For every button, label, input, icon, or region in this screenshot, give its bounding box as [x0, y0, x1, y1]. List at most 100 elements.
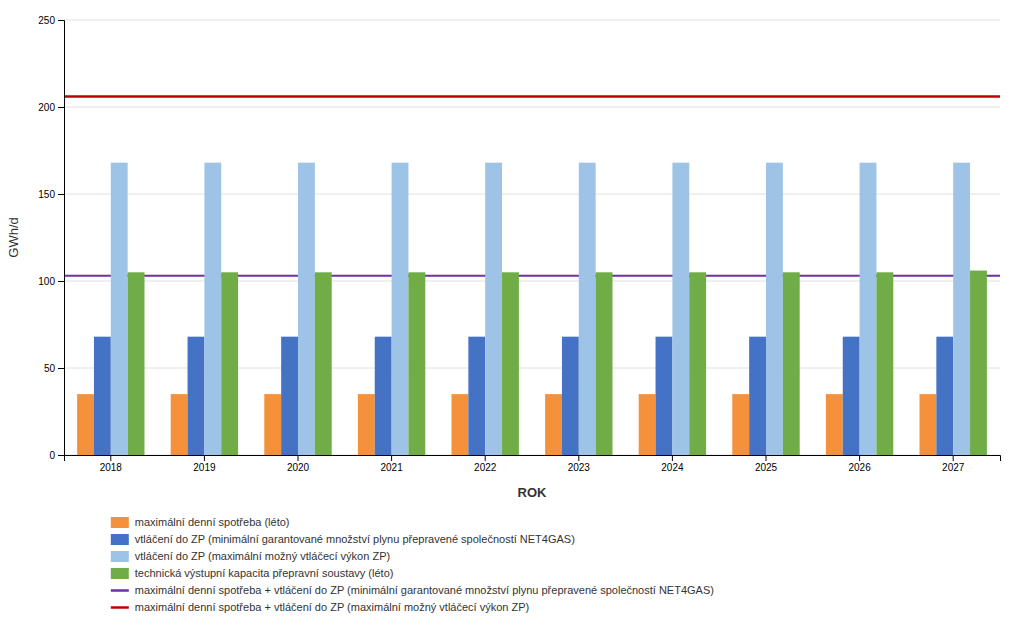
- x-axis-title: ROK: [518, 485, 548, 500]
- bar: [281, 337, 298, 455]
- legend-swatch: [111, 534, 129, 545]
- tick-label: 2020: [287, 462, 310, 473]
- reference-line: [64, 95, 1000, 98]
- tick-mark: [391, 455, 392, 461]
- legend-swatch: [111, 606, 129, 609]
- bar: [596, 272, 613, 455]
- bar: [920, 394, 937, 455]
- y-axis-title: GWh/d: [6, 217, 21, 257]
- bar: [375, 337, 392, 455]
- tick: 2018: [100, 455, 123, 473]
- bar: [204, 163, 221, 455]
- plot: 0501001502002502018201920202021202220232…: [6, 15, 1001, 500]
- legend-item: technická výstupní kapacita přepravní so…: [111, 567, 394, 579]
- bar: [860, 163, 877, 455]
- tick-label: 250: [38, 15, 55, 26]
- bar: [111, 163, 128, 455]
- tick: 2023: [568, 455, 591, 473]
- tick-label: 2019: [193, 462, 216, 473]
- bar: [315, 272, 332, 455]
- legend-label: maximální denní spotřeba + vtláčení do Z…: [135, 584, 714, 596]
- bar: [970, 271, 987, 455]
- bar: [408, 272, 425, 455]
- tick-mark: [298, 455, 299, 461]
- bar-series: [128, 271, 987, 455]
- bar: [826, 394, 843, 455]
- tick-label: 2026: [848, 462, 871, 473]
- bar: [502, 272, 519, 455]
- legend-swatch: [111, 589, 129, 592]
- tick-mark: [672, 455, 673, 461]
- tick-mark: [58, 20, 64, 21]
- chart: 0501001502002502018201920202021202220232…: [0, 0, 1024, 635]
- axis-line: [65, 456, 1001, 462]
- legend-item: maximální denní spotřeba + vtláčení do Z…: [111, 584, 714, 596]
- tick-mark: [58, 281, 64, 282]
- tick-label: 2025: [755, 462, 778, 473]
- tick: 2019: [193, 455, 216, 473]
- bar: [392, 163, 409, 455]
- bar: [128, 272, 145, 455]
- bar: [298, 163, 315, 455]
- tick: 2027: [942, 455, 965, 473]
- tick-label: 150: [38, 189, 55, 200]
- bar: [766, 163, 783, 455]
- bar: [171, 394, 188, 455]
- tick-label: 2027: [942, 462, 965, 473]
- bar: [749, 337, 766, 455]
- tick: 2021: [380, 455, 403, 473]
- tick-mark: [766, 455, 767, 461]
- tick: 2022: [474, 455, 497, 473]
- bar: [639, 394, 656, 455]
- tick-mark: [58, 368, 64, 369]
- axis-line: [58, 21, 65, 456]
- tick-label: 2024: [661, 462, 684, 473]
- tick-mark: [58, 455, 64, 456]
- chart-container: 0501001502002502018201920202021202220232…: [0, 0, 1024, 635]
- bar: [468, 337, 485, 455]
- tick-mark: [578, 455, 579, 461]
- legend-item: maximální denní spotřeba (léto): [111, 516, 290, 528]
- tick: 200: [38, 102, 64, 113]
- tick-mark: [485, 455, 486, 461]
- grid: [64, 20, 1000, 455]
- bar: [188, 337, 205, 455]
- bar: [672, 163, 689, 455]
- bar: [953, 163, 970, 455]
- tick: 2024: [661, 455, 684, 473]
- legend-swatch: [111, 517, 129, 528]
- bar: [876, 272, 893, 455]
- marks: [64, 97, 1000, 455]
- tick-mark: [58, 194, 64, 195]
- tick-mark: [859, 455, 860, 461]
- tick-mark: [953, 455, 954, 461]
- tick: 2026: [848, 455, 871, 473]
- bar: [485, 163, 502, 455]
- bar: [358, 394, 375, 455]
- tick: 2025: [755, 455, 778, 473]
- tick-label: 100: [38, 276, 55, 287]
- legend-label: maximální denní spotřeba + vtláčení do Z…: [135, 601, 529, 613]
- tick-mark: [58, 107, 64, 108]
- bar: [221, 272, 238, 455]
- tick-label: 0: [49, 450, 55, 461]
- bar: [77, 394, 94, 455]
- bar: [732, 394, 749, 455]
- bar: [689, 272, 706, 455]
- tick: 2020: [287, 455, 310, 473]
- bar: [579, 163, 596, 455]
- grid-line: [64, 20, 1000, 21]
- bar: [562, 337, 579, 455]
- legend-item: maximální denní spotřeba + vtláčení do Z…: [111, 601, 529, 613]
- legend-label: technická výstupní kapacita přepravní so…: [135, 567, 394, 579]
- bar: [94, 337, 111, 455]
- legend-label: maximální denní spotřeba (léto): [135, 516, 290, 528]
- x-axis: 2018 2019 2020 2021 2022 2023 2024 2025 2026 2027: [65, 455, 1001, 473]
- bar: [264, 394, 281, 455]
- bar: [545, 394, 562, 455]
- bar: [783, 272, 800, 455]
- tick: 50: [44, 363, 64, 374]
- legend-item: vtláčení do ZP (maximální možný vtláčecí…: [111, 550, 390, 562]
- bar: [936, 337, 953, 455]
- tick-mark: [204, 455, 205, 461]
